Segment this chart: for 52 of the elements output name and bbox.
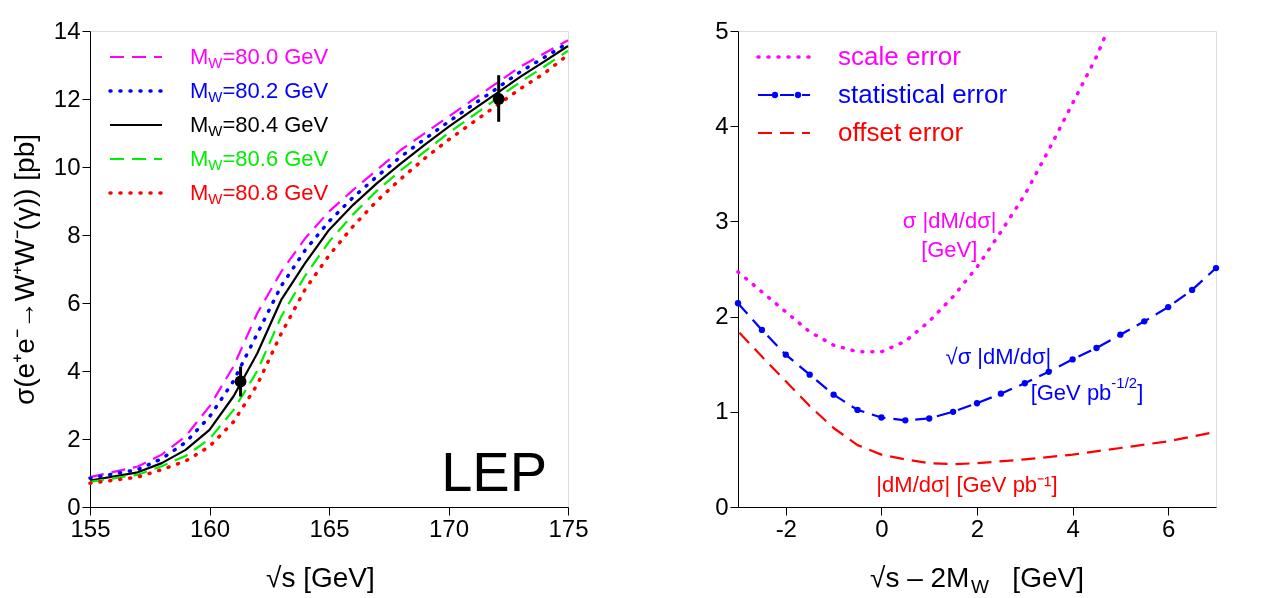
point xyxy=(806,371,813,378)
y-axis-title: σ(e⁺e⁻→W⁺W⁻(γ)) [pb] xyxy=(8,133,40,406)
point xyxy=(1117,331,1124,338)
point xyxy=(734,300,742,307)
x-tick-label: 2 xyxy=(970,514,985,542)
y-tick-label: 4 xyxy=(67,356,81,384)
annotation: σ |dM/dσ| xyxy=(902,208,997,234)
annotation: √σ |dM/dσ| xyxy=(945,343,1052,369)
point xyxy=(854,406,861,414)
y-tick-label: 1 xyxy=(715,397,729,425)
point xyxy=(1165,303,1172,311)
point xyxy=(926,415,933,422)
x-tick-label: -2 xyxy=(775,514,797,542)
point xyxy=(1212,264,1220,272)
y-tick-label: 2 xyxy=(67,424,81,452)
point xyxy=(949,408,957,415)
point xyxy=(1141,318,1148,325)
annotation: LEP xyxy=(441,439,548,503)
point xyxy=(1093,344,1100,352)
point xyxy=(758,326,766,334)
x-axis-title: √s [GeV] xyxy=(266,562,375,593)
point xyxy=(782,351,789,358)
point xyxy=(1021,380,1028,387)
x-tick-label: 170 xyxy=(428,514,470,542)
point xyxy=(997,390,1005,397)
y-tick-label: 14 xyxy=(53,16,81,44)
x-tick-label: 0 xyxy=(875,514,889,542)
y-tick-label: 6 xyxy=(67,288,81,316)
y-tick-label: 8 xyxy=(67,220,81,248)
y-tick-label: 3 xyxy=(715,206,729,234)
legend-label: scale error xyxy=(838,41,962,71)
y-tick-label: 12 xyxy=(53,84,81,112)
x-tick-label: 165 xyxy=(309,514,350,542)
y-tick-label: 4 xyxy=(715,111,729,139)
x-tick-label: 4 xyxy=(1066,514,1080,542)
point xyxy=(878,414,885,421)
annotation: [GeV] xyxy=(921,236,978,262)
legend-label: offset error xyxy=(838,117,964,147)
legend-label: statistical error xyxy=(838,79,1008,109)
x-tick-label: 175 xyxy=(548,514,589,542)
x-tick-label: 6 xyxy=(1162,514,1176,542)
point xyxy=(1069,356,1076,363)
y-tick-label: 10 xyxy=(53,152,81,180)
point xyxy=(830,391,837,398)
y-tick-label: 2 xyxy=(715,302,729,330)
annotation: |dM/dσ| [GeV pb⁻¹] xyxy=(876,471,1058,497)
point xyxy=(1188,286,1196,294)
point xyxy=(902,417,909,424)
y-tick-label: 0 xyxy=(715,492,729,520)
point xyxy=(973,400,981,407)
y-tick-label: 5 xyxy=(715,16,729,44)
x-tick-label: 160 xyxy=(189,514,231,542)
